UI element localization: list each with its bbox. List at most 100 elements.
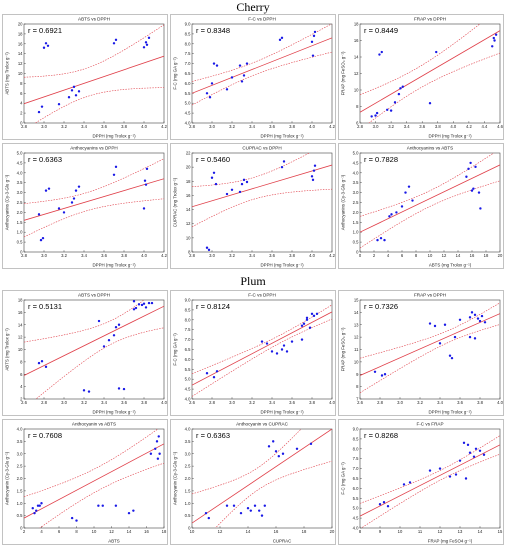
y-tick-label: 2.0 [17,210,23,215]
x-tick-label: 3.4 [269,400,275,405]
y-tick-label: 8 [20,359,23,364]
data-point [482,453,486,456]
chart-title: ABTS vs DPPH [78,293,110,298]
data-point [242,74,246,77]
correlation-label: r = 0.6921 [28,26,62,35]
x-tick-label: 6 [401,253,404,258]
y-axis-label: CUPRAC (mg Trolox g⁻¹) [173,177,178,227]
y-tick-label: 8 [188,250,191,255]
data-point [311,178,315,182]
x-tick-label: 3.0 [229,400,235,405]
data-point [260,340,264,343]
x-axis-label: DPPH (mg Trolox g⁻¹) [92,263,136,268]
data-point [74,189,78,192]
data-point [204,511,208,515]
data-point [41,236,45,240]
data-point [313,164,317,167]
data-point [402,483,406,486]
y-tick-label: 18 [186,179,191,184]
data-point [155,440,159,443]
panel-frame [2,143,168,269]
correlation-label: r = 0.8124 [196,302,230,311]
data-point [280,165,284,169]
x-tick-label: 4.4 [482,124,488,129]
data-point [40,502,43,505]
y-tick-label: 20 [186,165,191,170]
chart-title: Anthocyanins vs DPPH [70,146,118,151]
data-point [469,161,472,165]
x-tick-label: 18 [484,253,489,258]
confidence-band-lower [34,87,164,123]
section-title-plum: Plum [240,274,266,288]
data-point [389,109,393,112]
x-tick-label: 12 [218,529,223,534]
chart-title: F-C vs FRAP [416,422,443,427]
data-point [38,504,41,507]
data-point [31,507,34,510]
x-tick-label: 3.2 [249,400,255,405]
confidence-band-upper [24,429,159,498]
y-tick-label: 2.0 [185,476,191,481]
data-point [210,82,214,85]
data-point [147,36,151,40]
plot-layer [24,300,164,399]
y-tick-label: 8.0 [185,317,191,322]
y-tick-label: 8.5 [185,307,191,312]
data-point [375,111,379,115]
data-point [376,238,379,242]
y-tick-label: 2.5 [17,464,23,469]
y-tick-label: 5.0 [185,101,191,106]
y-tick-label: 1.5 [353,220,359,225]
y-tick-label: 14 [186,207,191,212]
y-tick-label: 4.0 [17,170,23,175]
data-point [477,191,481,194]
x-tick-label: 3.8 [289,124,295,129]
data-point [285,350,289,353]
data-point [205,372,209,375]
data-point [77,185,81,188]
data-point [142,46,146,49]
y-axis-label: Anthocyanin (Cy-3-Glu g⁻¹) [5,451,10,505]
y-tick-label: 0.5 [185,513,191,518]
x-tick-label: 14 [456,253,461,258]
data-point [145,167,149,171]
data-point [132,308,136,311]
y-tick-label: 20 [18,22,23,27]
chart-title: F-C vs DPPH [248,17,276,22]
data-point [473,313,477,317]
data-point [438,467,442,470]
data-point [102,345,106,348]
y-tick-label: 1.0 [17,501,23,506]
x-tick-label: 8 [75,529,78,534]
data-point [240,182,244,186]
y-tick-label: 7.5 [185,327,191,332]
scatter-panel-cherry-4: Anthocyanins vs DPPH 2.8 3.0 3.2 3.4 3.6 3.8 4.… [2,143,168,269]
x-tick-label: 4 [40,529,43,534]
data-point [57,102,61,106]
x-tick-label: 3.8 [435,124,441,129]
data-point [245,180,249,184]
x-tick-label: 4.0 [329,400,335,405]
y-tick-label: 6.0 [353,486,359,491]
confidence-band-lower [192,188,332,228]
data-point [145,43,149,46]
section-title-cherry: Cherry [236,0,270,14]
chart-title: Anthocyanins vs ABTS [407,146,453,151]
y-tick-label: 12 [18,335,23,340]
y-tick-label: 7.5 [353,456,359,461]
y-tick-label: 12 [186,221,191,226]
y-tick-label: 22 [186,151,191,156]
confidence-band-lower [39,462,164,528]
x-axis-label: DPPH (mg Trolox g⁻¹) [260,410,304,415]
data-point [40,360,44,363]
x-axis-label: ABTS [108,539,120,544]
y-tick-label: 6.0 [185,357,191,362]
data-point [215,64,219,67]
x-tick-label: 3.2 [388,124,394,129]
x-tick-label: 3.8 [289,253,295,258]
confidence-band-upper [192,304,332,375]
x-tick-label: 3.6 [101,124,107,129]
y-tick-label: 14 [18,51,23,56]
y-tick-label: 1.5 [185,488,191,493]
data-point [408,481,412,484]
